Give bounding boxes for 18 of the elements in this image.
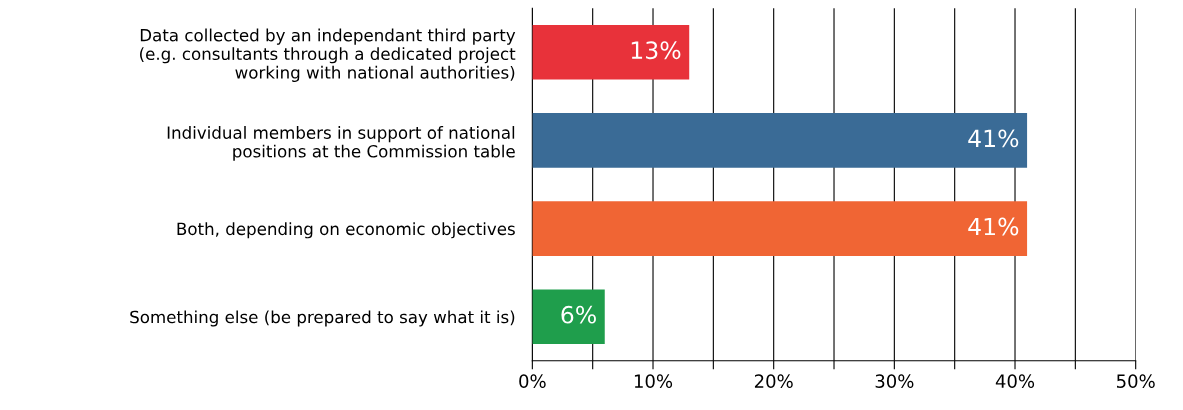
x-tick-label: 0% bbox=[519, 374, 546, 388]
data-label: 41% bbox=[968, 129, 1019, 148]
y-tick-label: Both, depending on economic objectives bbox=[177, 222, 515, 239]
x-tick-label: 40% bbox=[995, 374, 1035, 388]
bar bbox=[532, 113, 1028, 168]
data-label: 6% bbox=[561, 305, 596, 324]
data-label: 13% bbox=[631, 41, 681, 60]
x-tick-label: 20% bbox=[754, 374, 793, 388]
bar bbox=[532, 201, 1028, 256]
data-label: 41% bbox=[968, 217, 1019, 236]
x-tick-label: 30% bbox=[875, 374, 914, 388]
bar bbox=[532, 289, 605, 345]
y-tick-label: Something else (be prepared to say what it is) bbox=[130, 310, 515, 327]
y-tick-label: Data collected by an independant third party (e.g. consultants through a dedicated project working with national authorities) bbox=[140, 28, 516, 82]
x-tick-label: 50% bbox=[1117, 374, 1155, 388]
bar bbox=[532, 24, 690, 80]
x-tick-label: 10% bbox=[634, 374, 673, 388]
y-tick-label: Individual members in support of national positions at the Commission table bbox=[167, 126, 515, 161]
